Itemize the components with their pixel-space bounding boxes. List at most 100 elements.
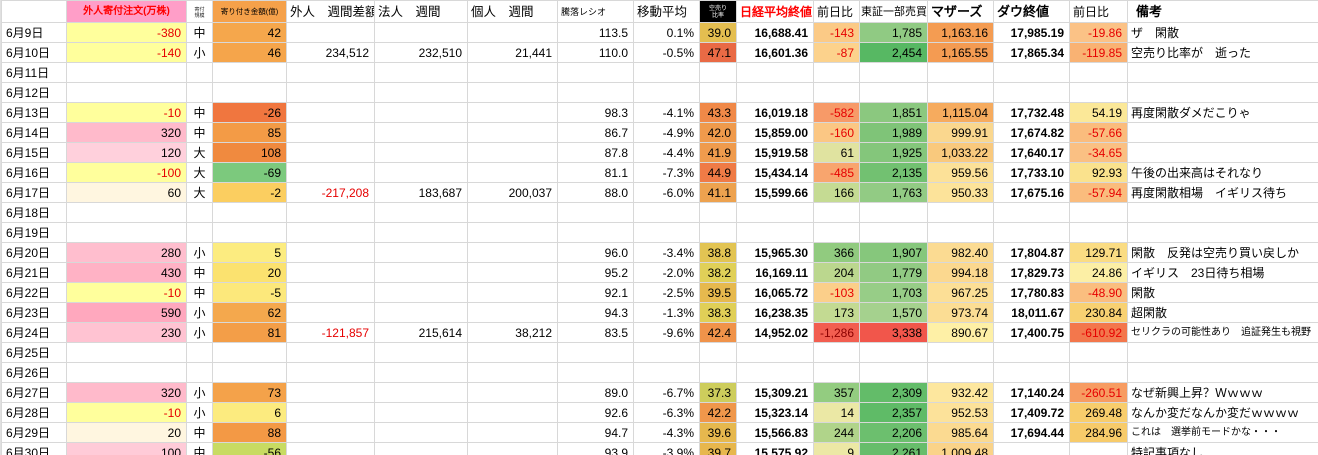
tse-turnover-cell[interactable] <box>859 342 928 363</box>
corporate-weekly-cell[interactable]: 232,510 <box>374 42 468 63</box>
individual-weekly-cell[interactable] <box>467 122 558 143</box>
nikkei-change-cell[interactable]: -143 <box>813 22 860 43</box>
corporate-weekly-cell[interactable] <box>374 62 468 83</box>
tse-turnover-cell[interactable]: 1,785 <box>859 22 928 43</box>
order-scale-cell[interactable]: 小 <box>186 302 213 323</box>
mothers-index-cell[interactable] <box>927 222 994 243</box>
corporate-weekly-cell[interactable] <box>374 222 468 243</box>
tse-turnover-cell[interactable]: 2,454 <box>859 42 928 63</box>
dow-change-cell[interactable] <box>1069 342 1128 363</box>
foreign-weekly-cell[interactable] <box>286 402 375 423</box>
corporate-weekly-cell[interactable] <box>374 422 468 443</box>
remarks-cell[interactable] <box>1127 62 1318 83</box>
nikkei-change-cell[interactable]: -485 <box>813 162 860 183</box>
individual-weekly-cell[interactable] <box>467 162 558 183</box>
opening-amount-cell[interactable]: 5 <box>212 242 287 263</box>
col-header-corporate-weekly[interactable]: 法人 週間 <box>374 0 468 23</box>
foreign-weekly-cell[interactable]: 234,512 <box>286 42 375 63</box>
remarks-cell[interactable]: なぜ新興上昇？Ｗｗｗｗ <box>1127 382 1318 403</box>
tse-turnover-cell[interactable]: 1,570 <box>859 302 928 323</box>
remarks-cell[interactable]: セリクラの可能性あり 追証発生も視野 <box>1127 322 1318 343</box>
foreign-orders-cell[interactable] <box>66 342 187 363</box>
moving-average-cell[interactable] <box>633 62 700 83</box>
nikkei-change-cell[interactable]: 357 <box>813 382 860 403</box>
nikkei-change-cell[interactable] <box>813 362 860 383</box>
short-sell-ratio-cell[interactable]: 39.6 <box>699 422 737 443</box>
date-cell[interactable]: 6月16日 <box>1 162 67 183</box>
date-cell[interactable]: 6月25日 <box>1 342 67 363</box>
individual-weekly-cell[interactable]: 21,441 <box>467 42 558 63</box>
order-scale-cell[interactable]: 大 <box>186 162 213 183</box>
order-scale-cell[interactable]: 中 <box>186 122 213 143</box>
foreign-weekly-cell[interactable]: -121,857 <box>286 322 375 343</box>
date-cell[interactable]: 6月14日 <box>1 122 67 143</box>
advance-decline-ratio-cell[interactable]: 93.9 <box>557 442 634 455</box>
dow-change-cell[interactable]: 92.93 <box>1069 162 1128 183</box>
opening-amount-cell[interactable]: 81 <box>212 322 287 343</box>
advance-decline-ratio-cell[interactable] <box>557 342 634 363</box>
short-sell-ratio-cell[interactable]: 47.1 <box>699 42 737 63</box>
col-header-dow-close[interactable]: ダウ終値 <box>993 0 1070 23</box>
advance-decline-ratio-cell[interactable]: 95.2 <box>557 262 634 283</box>
order-scale-cell[interactable]: 小 <box>186 322 213 343</box>
col-header-mothers-index[interactable]: マザーズ <box>927 0 994 23</box>
tse-turnover-cell[interactable]: 1,907 <box>859 242 928 263</box>
mothers-index-cell[interactable]: 932.42 <box>927 382 994 403</box>
date-cell[interactable]: 6月13日 <box>1 102 67 123</box>
foreign-weekly-cell[interactable] <box>286 222 375 243</box>
date-cell[interactable]: 6月20日 <box>1 242 67 263</box>
foreign-weekly-cell[interactable] <box>286 102 375 123</box>
dow-close-cell[interactable]: 17,829.73 <box>993 262 1070 283</box>
dow-change-cell[interactable] <box>1069 202 1128 223</box>
order-scale-cell[interactable] <box>186 202 213 223</box>
short-sell-ratio-cell[interactable] <box>699 82 737 103</box>
tse-turnover-cell[interactable]: 2,309 <box>859 382 928 403</box>
order-scale-cell[interactable]: 中 <box>186 22 213 43</box>
order-scale-cell[interactable] <box>186 222 213 243</box>
foreign-orders-cell[interactable]: 20 <box>66 422 187 443</box>
dow-close-cell[interactable] <box>993 62 1070 83</box>
individual-weekly-cell[interactable]: 38,212 <box>467 322 558 343</box>
dow-close-cell[interactable]: 17,400.75 <box>993 322 1070 343</box>
opening-amount-cell[interactable]: -2 <box>212 182 287 203</box>
foreign-weekly-cell[interactable] <box>286 362 375 383</box>
moving-average-cell[interactable]: -6.3% <box>633 402 700 423</box>
date-cell[interactable]: 6月12日 <box>1 82 67 103</box>
remarks-cell[interactable]: イギリス 23日待ち相場 <box>1127 262 1318 283</box>
tse-turnover-cell[interactable]: 1,703 <box>859 282 928 303</box>
opening-amount-cell[interactable]: -69 <box>212 162 287 183</box>
individual-weekly-cell[interactable] <box>467 362 558 383</box>
corporate-weekly-cell[interactable] <box>374 442 468 455</box>
short-sell-ratio-cell[interactable] <box>699 342 737 363</box>
remarks-cell[interactable] <box>1127 362 1318 383</box>
corporate-weekly-cell[interactable] <box>374 22 468 43</box>
remarks-cell[interactable] <box>1127 222 1318 243</box>
nikkei-change-cell[interactable] <box>813 62 860 83</box>
dow-change-cell[interactable] <box>1069 62 1128 83</box>
nikkei-change-cell[interactable] <box>813 82 860 103</box>
remarks-cell[interactable]: 再度閑散相場 イギリス待ち <box>1127 182 1318 203</box>
nikkei-close-cell[interactable]: 16,169.11 <box>736 262 814 283</box>
tse-turnover-cell[interactable]: 3,338 <box>859 322 928 343</box>
dow-change-cell[interactable]: -19.86 <box>1069 22 1128 43</box>
nikkei-change-cell[interactable] <box>813 222 860 243</box>
foreign-orders-cell[interactable]: 430 <box>66 262 187 283</box>
short-sell-ratio-cell[interactable]: 44.9 <box>699 162 737 183</box>
moving-average-cell[interactable]: -7.3% <box>633 162 700 183</box>
foreign-orders-cell[interactable]: 320 <box>66 122 187 143</box>
nikkei-close-cell[interactable] <box>736 362 814 383</box>
advance-decline-ratio-cell[interactable]: 110.0 <box>557 42 634 63</box>
individual-weekly-cell[interactable] <box>467 262 558 283</box>
short-sell-ratio-cell[interactable]: 38.2 <box>699 262 737 283</box>
mothers-index-cell[interactable] <box>927 82 994 103</box>
nikkei-close-cell[interactable]: 16,688.41 <box>736 22 814 43</box>
tse-turnover-cell[interactable]: 1,925 <box>859 142 928 163</box>
corporate-weekly-cell[interactable] <box>374 262 468 283</box>
dow-close-cell[interactable]: 17,675.16 <box>993 182 1070 203</box>
nikkei-change-cell[interactable]: -582 <box>813 102 860 123</box>
opening-amount-cell[interactable] <box>212 342 287 363</box>
moving-average-cell[interactable]: -0.5% <box>633 42 700 63</box>
individual-weekly-cell[interactable] <box>467 202 558 223</box>
order-scale-cell[interactable]: 小 <box>186 402 213 423</box>
opening-amount-cell[interactable] <box>212 82 287 103</box>
